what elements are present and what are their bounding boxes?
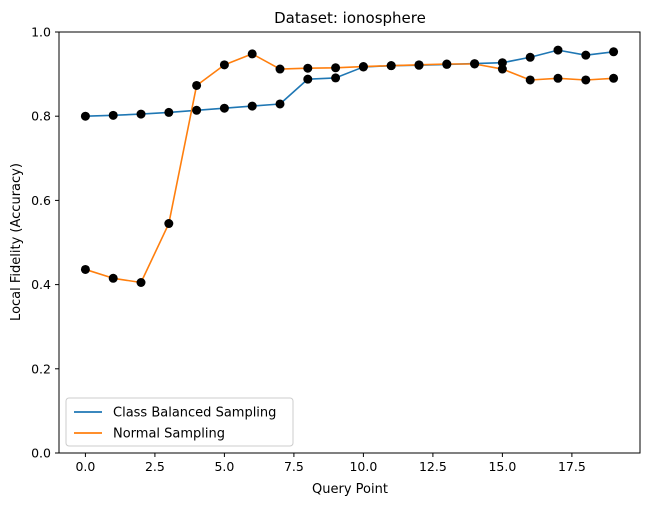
normal-sampling-point [136, 278, 146, 287]
series-line-class-balanced-sampling [85, 49, 614, 117]
class-balanced-sampling-point [136, 109, 146, 119]
x-tick-label: 7.5 [284, 459, 304, 474]
x-tick-label: 10.0 [349, 459, 377, 474]
normal-sampling-point [331, 63, 341, 73]
legend: Class Balanced Sampling Normal Sampling [65, 397, 294, 447]
normal-sampling-point [525, 75, 535, 85]
class-balanced-sampling-point [80, 111, 90, 121]
class-balanced-sampling-point [108, 110, 118, 120]
series-lines [85, 49, 614, 284]
plot-frame [58, 31, 641, 454]
normal-sampling-point [164, 219, 174, 229]
normal-sampling-point [358, 62, 368, 72]
normal-sampling-point [414, 60, 424, 70]
chart-title: Dataset: ionosphere [274, 9, 426, 27]
class-balanced-sampling-point [553, 45, 563, 55]
y-axis: 0.0 0.2 0.4 0.6 0.8 1.0 [31, 25, 59, 461]
y-tick-label: 0.4 [31, 277, 51, 292]
y-tick-label: 0.6 [31, 193, 51, 208]
class-balanced-sampling-point [525, 52, 535, 62]
y-tick-label: 0.8 [31, 109, 51, 124]
normal-sampling-point [386, 61, 396, 71]
series-points [80, 45, 619, 287]
normal-sampling-point [247, 49, 257, 59]
class-balanced-sampling-point [497, 58, 507, 68]
normal-sampling-point [303, 63, 313, 73]
normal-sampling-point [108, 273, 118, 283]
normal-sampling-point [553, 73, 563, 83]
class-balanced-sampling-point [303, 74, 313, 84]
class-balanced-sampling-point [331, 73, 341, 83]
class-balanced-sampling-point [219, 103, 229, 113]
x-tick-label: 2.5 [145, 459, 165, 474]
class-balanced-sampling-point [164, 107, 174, 117]
y-tick-label: 0.2 [31, 361, 51, 376]
normal-sampling-point [581, 75, 591, 85]
class-balanced-sampling-point [609, 47, 619, 57]
legend-label: Normal Sampling [113, 427, 225, 442]
y-tick-label: 1.0 [31, 25, 51, 40]
x-tick-label: 17.5 [558, 459, 586, 474]
normal-sampling-point [275, 64, 285, 74]
x-axis: 0.0 2.5 5.0 7.5 10.0 12.5 15.0 17.5 [75, 453, 586, 474]
x-tick-label: 0.0 [75, 459, 95, 474]
class-balanced-sampling-point [275, 99, 285, 109]
y-axis-label: Local Fidelity (Accuracy) [9, 163, 24, 321]
series-line-normal-sampling [85, 53, 614, 284]
normal-sampling-point [219, 60, 229, 70]
legend-label: Class Balanced Sampling [113, 406, 276, 421]
class-balanced-sampling-point [247, 101, 257, 111]
plot-area [58, 31, 641, 454]
y-tick-label: 0.0 [31, 446, 51, 461]
x-tick-label: 15.0 [488, 459, 516, 474]
normal-sampling-point [497, 64, 507, 74]
class-balanced-sampling-point [192, 105, 202, 115]
normal-sampling-point [80, 264, 90, 274]
normal-sampling-point [442, 59, 452, 69]
class-balanced-sampling-point [581, 50, 591, 60]
x-tick-label: 5.0 [214, 459, 234, 474]
normal-sampling-point [470, 59, 480, 69]
normal-sampling-point [192, 80, 202, 90]
x-axis-label: Query Point [312, 482, 388, 497]
x-tick-label: 12.5 [419, 459, 447, 474]
legend-box [65, 397, 294, 447]
normal-sampling-point [609, 73, 619, 83]
